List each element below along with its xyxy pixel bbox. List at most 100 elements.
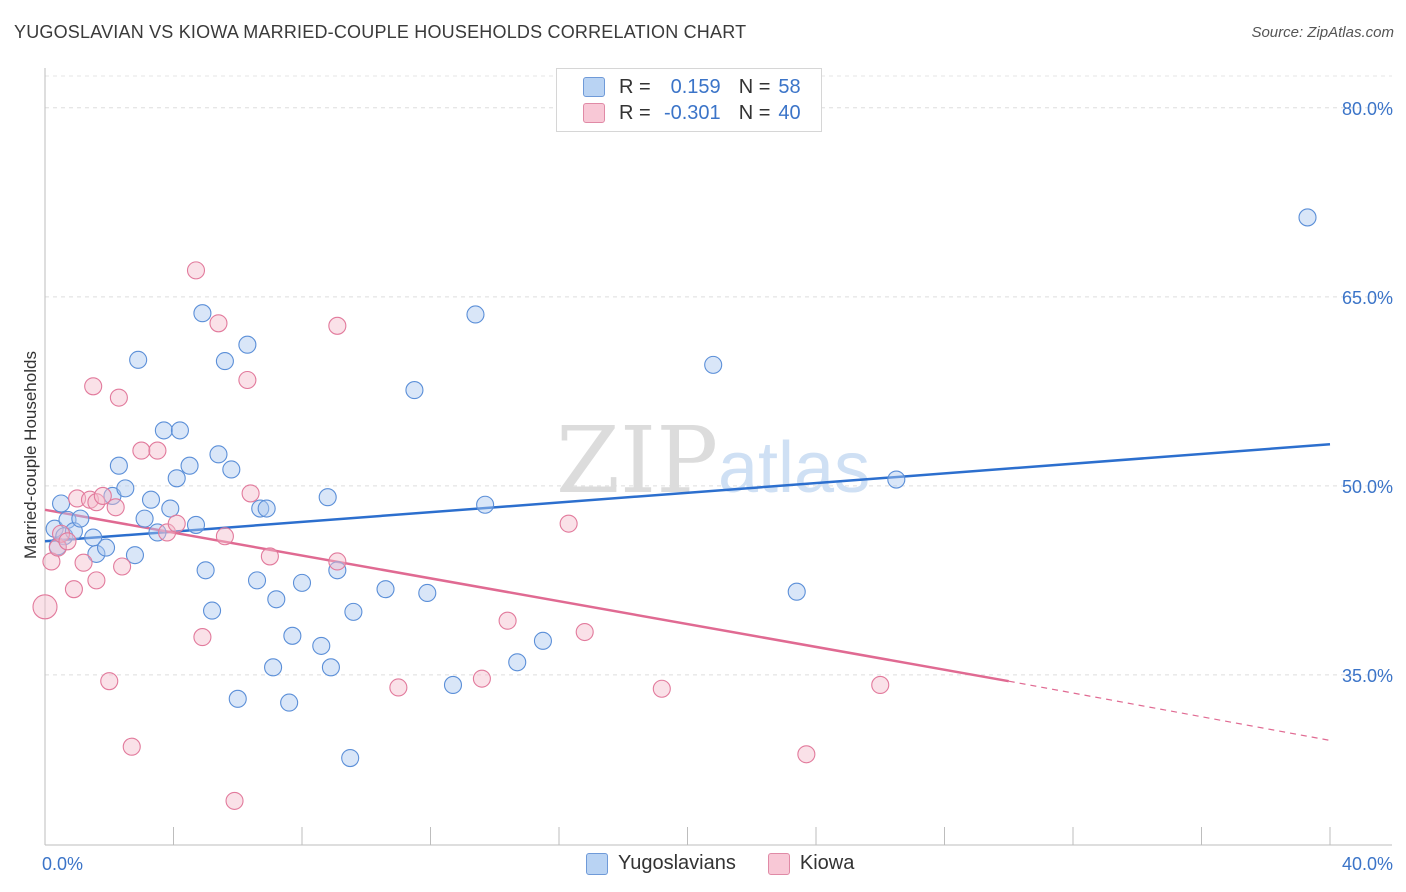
kiowa-point: [122, 737, 141, 756]
yugoslavian-point: [318, 488, 337, 507]
yugoslavian-point: [148, 523, 167, 542]
yugoslavian-point: [344, 602, 363, 621]
source-label: Source: ZipAtlas.com: [1251, 24, 1394, 41]
yugoslavian-point: [321, 658, 340, 677]
yugoslavian-point: [203, 601, 222, 620]
yugoslavian-point: [186, 515, 206, 534]
legend-r-value: 0.159: [670, 75, 721, 98]
kiowa-point: [52, 524, 71, 543]
kiowa-point: [87, 571, 106, 590]
kiowa-point: [186, 261, 206, 280]
legend-swatch-pink: [583, 103, 605, 123]
yugoslavian-point: [129, 350, 148, 369]
legend-n-label: N =: [738, 75, 771, 98]
bottom-legend-label: Kiowa: [799, 852, 855, 874]
bottom-legend-label: Yugoslavians: [618, 852, 736, 874]
legend-r-label: R =: [619, 75, 651, 98]
yugoslavian-point: [125, 546, 144, 565]
yugoslavian-point: [508, 653, 527, 672]
kiowa-point: [106, 498, 125, 517]
yugoslavian-point: [71, 509, 90, 528]
yugoslavian-point: [193, 304, 212, 323]
yugoslavian-point: [264, 658, 283, 677]
bottom-legend-kiowa: Kiowa: [767, 852, 855, 875]
yugoslavian-point: [267, 590, 286, 609]
kiowa-point: [472, 669, 491, 688]
yugoslavian-point: [52, 494, 71, 513]
yugoslavian-point: [376, 580, 395, 599]
yugoslavian-point: [251, 499, 270, 518]
yugoslavian-point: [167, 469, 186, 488]
yugoslavian-point: [280, 693, 299, 712]
yugoslavian-point: [533, 631, 552, 650]
yugoslavian-point: [141, 490, 161, 509]
kiowa-point: [652, 679, 671, 698]
kiowa-point: [32, 594, 58, 620]
yugoslavian-point: [87, 544, 106, 563]
kiowa-point: [575, 622, 594, 642]
kiowa-point: [74, 553, 93, 572]
kiowa-point: [193, 628, 212, 647]
yugoslavian-point: [466, 305, 485, 324]
yugoslavian-point: [170, 421, 189, 440]
kiowa-point: [148, 441, 167, 460]
yugoslavian-point: [787, 582, 806, 601]
yugoslavian-point: [109, 456, 128, 475]
yugoslavian-point: [116, 479, 135, 498]
yugoslavian-point: [292, 573, 312, 592]
watermark-zip: ZIP: [556, 407, 718, 514]
kiowa-point: [225, 791, 244, 810]
yugoslavian-point: [418, 583, 437, 603]
bottom-legend-yugoslavians: Yugoslavians: [586, 852, 736, 875]
yugoslavian-point: [222, 460, 241, 479]
y-tick-label: 80.0%: [1342, 99, 1393, 119]
yugoslavian-point: [443, 675, 463, 695]
yugoslavian-point: [209, 445, 228, 464]
kiowa-point: [84, 377, 103, 396]
kiowa-point: [797, 745, 816, 764]
yugoslavian-point: [283, 626, 302, 645]
yugoslavian-point: [96, 538, 116, 557]
yugoslavian-point: [238, 335, 257, 354]
legend-r-label: R =: [619, 101, 651, 124]
kiowa-point: [113, 557, 132, 576]
yugoslavian-point: [405, 381, 424, 400]
bottom-legend: Yugoslavians Kiowa: [586, 852, 886, 875]
bottom-swatch-pink: [767, 852, 790, 875]
yugoslavian-point: [257, 499, 276, 518]
data-points: [32, 208, 1317, 810]
yugoslavian-point: [1298, 208, 1317, 227]
legend-box: R = 0.159 N = 58 R = -0.301 N = 40: [556, 68, 822, 132]
chart-title: YUGOSLAVIAN VS KIOWA MARRIED-COUPLE HOUS…: [14, 22, 747, 42]
yugoslavian-point: [154, 421, 173, 440]
kiowa-point: [241, 484, 260, 503]
y-tick-label: 50.0%: [1342, 477, 1393, 497]
kiowa-point: [64, 580, 83, 599]
kiowa-point: [48, 538, 67, 557]
x-tick-label-min: 0.0%: [42, 854, 83, 874]
kiowa-point: [132, 441, 151, 460]
kiowa-point: [260, 547, 279, 566]
y-tick-label: 35.0%: [1342, 666, 1393, 686]
yugoslavian-point: [247, 571, 267, 590]
legend-n-value: 58: [778, 75, 801, 98]
kiowa-trend-line-extension: [1008, 680, 1331, 741]
legend-r-value: -0.301: [663, 101, 721, 124]
kiowa-point: [498, 611, 517, 630]
kiowa-point: [215, 527, 234, 546]
kiowa-point: [871, 675, 890, 695]
bottom-swatch-blue: [586, 852, 608, 875]
yugoslavian-point: [161, 499, 180, 518]
kiowa-point: [238, 370, 257, 390]
kiowa-trend-line: [44, 508, 1009, 683]
tick-labels: 35.0% 50.0% 65.0% 80.0% 0.0% 40.0%: [42, 99, 1393, 874]
kiowa-point: [328, 316, 347, 335]
trend-lines: [44, 443, 1331, 741]
kiowa-point: [328, 552, 347, 571]
yugoslavian-point: [341, 748, 360, 768]
legend-row-kiowa: R = -0.301 N = 40: [583, 101, 801, 125]
kiowa-point: [58, 532, 77, 551]
yugoslavian-point: [704, 355, 723, 374]
yugoslavian-point: [476, 495, 495, 514]
